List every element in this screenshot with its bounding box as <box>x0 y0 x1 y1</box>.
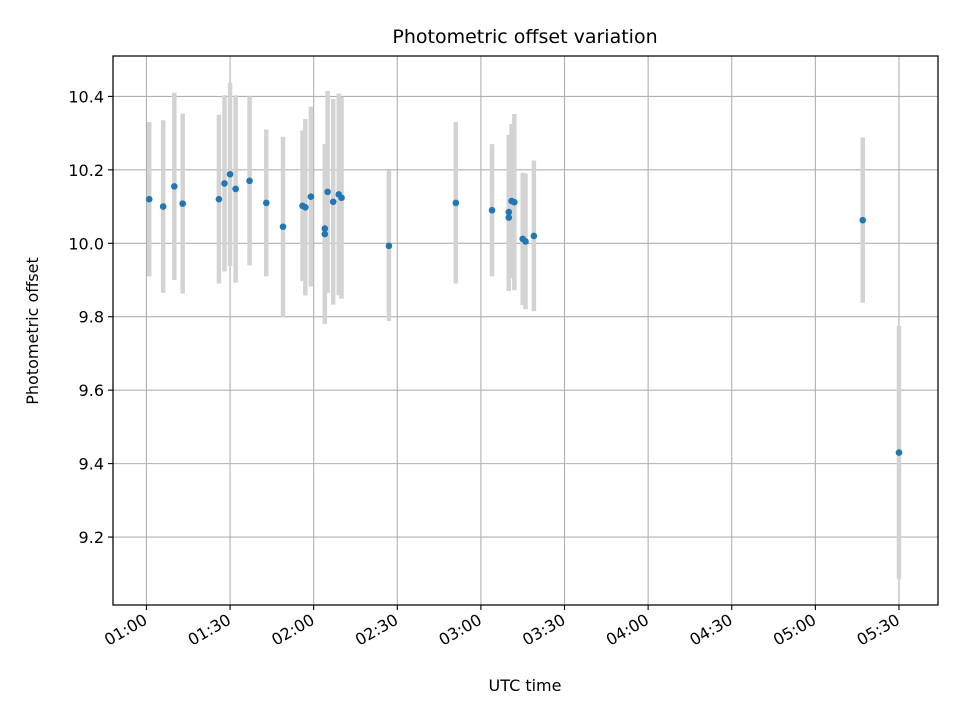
data-point <box>329 198 337 206</box>
data-point <box>307 193 315 200</box>
x-tick-label: 05:30 <box>854 610 903 650</box>
x-axis-label: UTC time <box>489 676 562 695</box>
y-tick-label: 9.4 <box>79 455 104 474</box>
y-tick-label: 10.4 <box>68 87 104 106</box>
data-point <box>279 223 287 231</box>
data-point <box>859 216 867 224</box>
data-point <box>171 183 178 190</box>
x-tick-label: 02:30 <box>352 610 401 650</box>
data-point <box>215 195 223 203</box>
y-axis-ticks: 9.2 9.4 9.6 9.8 10.0 10.2 10.4 <box>68 87 113 547</box>
data-point <box>488 206 496 214</box>
data-points <box>145 170 903 456</box>
data-point <box>321 225 329 232</box>
x-tick-label: 03:30 <box>519 610 568 650</box>
data-point <box>511 198 518 206</box>
data-point <box>179 200 186 207</box>
x-tick-label: 02:00 <box>268 610 317 650</box>
y-axis-label: Photometric offset <box>23 257 42 405</box>
data-point <box>226 170 234 178</box>
data-point <box>452 199 460 207</box>
x-tick-label: 05:00 <box>770 610 819 650</box>
data-point <box>145 195 153 203</box>
data-point <box>505 214 513 221</box>
data-point <box>321 230 329 238</box>
data-point <box>530 232 538 240</box>
data-point <box>246 177 253 185</box>
x-tick-label: 01:30 <box>185 610 234 650</box>
grid-lines <box>113 56 938 605</box>
data-point <box>385 242 393 250</box>
data-point <box>221 180 228 187</box>
data-point <box>159 203 167 210</box>
y-tick-label: 10.2 <box>68 161 104 180</box>
x-axis-ticks: 01:00 01:30 02:00 02:30 03:00 03:30 04:00 04:30… <box>101 605 903 650</box>
data-point <box>522 238 529 245</box>
y-tick-label: 9.2 <box>79 528 104 547</box>
plot-area-frame <box>112 55 939 606</box>
chart-title: Photometric offset variation <box>392 26 657 48</box>
data-point <box>338 194 345 202</box>
data-point <box>895 449 903 456</box>
x-tick-label: 04:00 <box>603 610 652 650</box>
y-tick-label: 9.6 <box>79 381 104 400</box>
data-point <box>505 208 513 216</box>
error-bars <box>146 82 902 580</box>
y-tick-label: 9.8 <box>79 308 104 327</box>
data-point <box>262 199 270 207</box>
y-tick-label: 10.0 <box>68 234 104 253</box>
x-tick-label: 04:30 <box>686 610 735 650</box>
x-tick-label: 01:00 <box>101 610 150 650</box>
x-tick-label: 03:00 <box>435 610 484 650</box>
data-point <box>324 188 331 196</box>
data-point <box>232 185 239 193</box>
data-point <box>302 203 309 211</box>
